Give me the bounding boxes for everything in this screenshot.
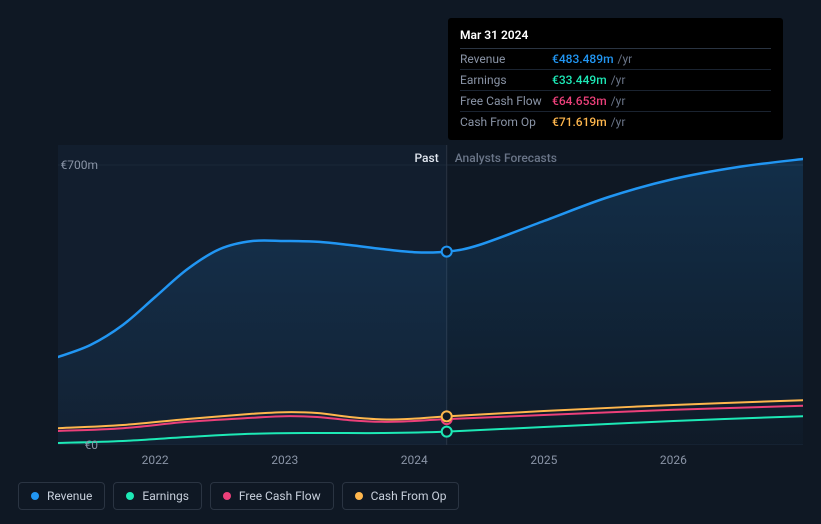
legend: Revenue Earnings Free Cash Flow Cash From O… xyxy=(18,482,459,510)
legend-label: Free Cash Flow xyxy=(239,489,321,503)
tooltip-row-value: €64.653m xyxy=(552,94,607,108)
legend-label: Cash From Op xyxy=(371,489,447,503)
tooltip-row: Earnings€33.449m/yr xyxy=(460,70,771,91)
tooltip-row-unit: /yr xyxy=(611,115,626,129)
divider-past-label: Past xyxy=(58,151,447,165)
tooltip-row: Cash From Op€71.619m/yr xyxy=(460,112,771,132)
divider-future-label: Analysts Forecasts xyxy=(455,151,557,165)
x-axis-label: 2023 xyxy=(271,453,298,467)
tooltip-row-label: Revenue xyxy=(460,52,552,66)
chart-svg xyxy=(58,145,803,445)
legend-dot-icon xyxy=(355,492,363,500)
tooltip-row-label: Earnings xyxy=(460,73,552,87)
legend-label: Revenue xyxy=(47,489,92,503)
tooltip: Mar 31 2024 Revenue€483.489m/yrEarnings€… xyxy=(448,18,783,140)
tooltip-date: Mar 31 2024 xyxy=(460,24,771,49)
legend-label: Earnings xyxy=(142,489,189,503)
tooltip-row-unit: /yr xyxy=(611,73,626,87)
tooltip-row-value: €71.619m xyxy=(552,115,607,129)
plot-area: €0€700m20222023202420252026 xyxy=(58,145,803,445)
x-axis-label: 2024 xyxy=(401,453,428,467)
legend-item[interactable]: Free Cash Flow xyxy=(210,482,334,510)
x-axis-label: 2026 xyxy=(660,453,687,467)
legend-item[interactable]: Cash From Op xyxy=(342,482,460,510)
tooltip-row-value: €33.449m xyxy=(552,73,607,87)
legend-dot-icon xyxy=(31,492,39,500)
y-axis-label: €0 xyxy=(85,438,99,452)
legend-dot-icon xyxy=(126,492,134,500)
tooltip-row-unit: /yr xyxy=(611,94,626,108)
tooltip-row: Revenue€483.489m/yr xyxy=(460,49,771,70)
tooltip-row-label: Free Cash Flow xyxy=(460,94,552,108)
tooltip-row: Free Cash Flow€64.653m/yr xyxy=(460,91,771,112)
tooltip-row-value: €483.489m xyxy=(552,52,614,66)
tooltip-row-unit: /yr xyxy=(618,52,633,66)
legend-item[interactable]: Earnings xyxy=(113,482,202,510)
legend-dot-icon xyxy=(223,492,231,500)
x-axis-label: 2025 xyxy=(530,453,557,467)
tooltip-row-label: Cash From Op xyxy=(460,115,552,129)
x-axis-label: 2022 xyxy=(142,453,169,467)
legend-item[interactable]: Revenue xyxy=(18,482,105,510)
